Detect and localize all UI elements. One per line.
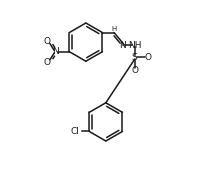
Text: O: O [44,58,51,67]
Text: Cl: Cl [70,127,79,136]
Text: O: O [130,66,137,75]
Text: O: O [144,53,151,62]
Text: NH: NH [127,41,141,50]
Text: N: N [52,47,58,56]
Text: O: O [44,37,51,46]
Text: N: N [118,41,125,50]
Text: H: H [111,26,116,32]
Text: S: S [131,53,137,62]
